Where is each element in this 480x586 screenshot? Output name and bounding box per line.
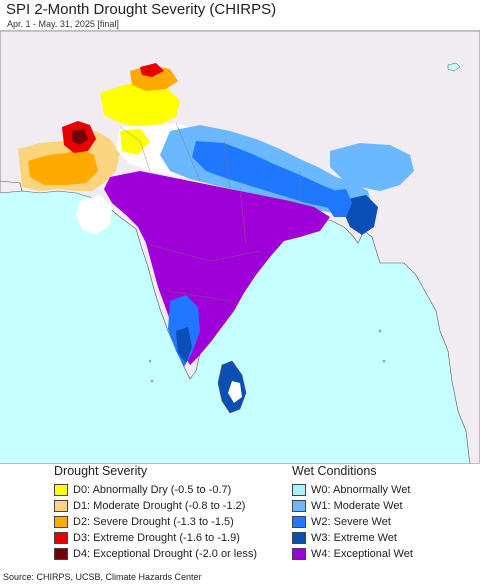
swatch-d0	[54, 484, 68, 496]
legend-item-w1: W1: Moderate Wet	[292, 498, 413, 514]
drought-map	[0, 30, 480, 464]
island	[382, 359, 386, 363]
drought-legend-heading: Drought Severity	[54, 464, 148, 478]
legend-label-w1: W1: Moderate Wet	[311, 500, 403, 512]
island	[148, 359, 152, 363]
exceptional-drought-pakistan	[72, 129, 88, 145]
island	[150, 379, 154, 383]
legend-label-d0: D0: Abnormally Dry (-0.5 to -0.7)	[73, 484, 232, 496]
legend-label-d4: D4: Exceptional Drought (-2.0 or less)	[73, 548, 258, 560]
header: SPI 2-Month Drought Severity (CHIRPS) Ap…	[0, 0, 480, 30]
legend-label-d1: D1: Moderate Drought (-0.8 to -1.2)	[73, 500, 246, 512]
wet-legend: Wet Conditions W0: Abnormally Wet W1: Mo…	[292, 464, 413, 562]
extreme-drought-kashmir	[140, 63, 164, 77]
legend-label-w0: W0: Abnormally Wet	[311, 484, 411, 496]
sri-lanka-normal	[228, 381, 242, 403]
swatch-w1	[292, 500, 306, 512]
legend-item-w0: W0: Abnormally Wet	[292, 482, 413, 498]
severe-wet-north-india	[192, 141, 356, 209]
legend-item-w4: W4: Exceptional Wet	[292, 546, 413, 562]
map-title: SPI 2-Month Drought Severity (CHIRPS)	[6, 1, 277, 18]
source-credit: Source: CHIRPS, UCSB, Climate Hazards Ce…	[3, 572, 202, 582]
drought-legend: Drought Severity D0: Abnormally Dry (-0.…	[54, 464, 257, 562]
wet-region-bangladesh	[326, 189, 352, 217]
legend-label-w2: W2: Severe Wet	[311, 516, 391, 528]
legend-label-w3: W3: Extreme Wet	[311, 532, 397, 544]
legend-label-d3: D3: Extreme Drought (-1.6 to -1.9)	[73, 532, 240, 544]
wet-region-northeast	[330, 143, 414, 191]
swatch-d4	[54, 548, 68, 560]
legend-item-d0: D0: Abnormally Dry (-0.5 to -0.7)	[54, 482, 257, 498]
legend-label-d2: D2: Severe Drought (-1.3 to -1.5)	[73, 516, 234, 528]
legend-item-w2: W2: Severe Wet	[292, 514, 413, 530]
legend-item-w3: W3: Extreme Wet	[292, 530, 413, 546]
legend-label-w4: W4: Exceptional Wet	[311, 548, 413, 560]
legend-item-d3: D3: Extreme Drought (-1.6 to -1.9)	[54, 530, 257, 546]
extreme-wet-northeast	[344, 195, 378, 235]
map-subtitle: Apr. 1 - May. 31, 2025 [final]	[7, 19, 119, 29]
lake	[447, 62, 461, 72]
legend-item-d1: D1: Moderate Drought (-0.8 to -1.2)	[54, 498, 257, 514]
swatch-w3	[292, 532, 306, 544]
swatch-w0	[292, 484, 306, 496]
swatch-d1	[54, 500, 68, 512]
exceptional-wet-central-india	[104, 171, 330, 365]
legend: Drought Severity D0: Abnormally Dry (-0.…	[0, 464, 480, 568]
island	[378, 329, 382, 333]
swatch-w4	[292, 548, 306, 560]
map-canvas	[0, 31, 480, 463]
normal-region-gujarat	[76, 195, 112, 235]
legend-item-d2: D2: Severe Drought (-1.3 to -1.5)	[54, 514, 257, 530]
dry-region-north	[100, 81, 180, 127]
extreme-wet-south-india	[176, 327, 192, 363]
swatch-d3	[54, 532, 68, 544]
internal-borders	[119, 122, 301, 302]
wet-legend-heading: Wet Conditions	[292, 464, 377, 478]
legend-item-d4: D4: Exceptional Drought (-2.0 or less)	[54, 546, 257, 562]
swatch-w2	[292, 516, 306, 528]
severe-drought-pakistan	[28, 149, 98, 185]
swatch-d2	[54, 516, 68, 528]
west-coast-land	[0, 180, 23, 194]
